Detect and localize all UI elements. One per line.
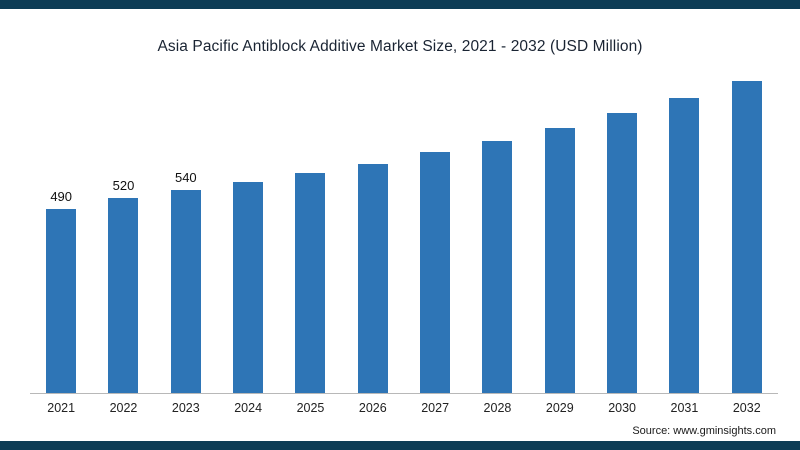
year-label: 2029 <box>545 401 574 415</box>
bar-column <box>529 70 591 393</box>
year-label: 2031 <box>670 401 699 415</box>
year-label: 2021 <box>47 401 76 415</box>
bar-column <box>716 70 778 393</box>
bar <box>420 152 451 393</box>
bottom-accent-strip <box>0 441 800 450</box>
bars-row: 490 520 540 <box>30 70 778 394</box>
bar-value-label: 520 <box>112 178 135 193</box>
bar <box>295 173 326 393</box>
bar <box>669 98 700 393</box>
bar-column <box>653 70 715 393</box>
bar-column: 520 <box>92 70 154 393</box>
bar-column: 490 <box>30 70 92 393</box>
year-label: 2028 <box>483 401 512 415</box>
year-label: 2024 <box>234 401 263 415</box>
top-accent-strip <box>0 0 800 9</box>
bar-value-label: 540 <box>174 170 197 185</box>
bar <box>544 128 575 393</box>
year-label: 2032 <box>732 401 761 415</box>
source-attribution: Source: www.gminsights.com <box>632 425 776 437</box>
bar <box>233 182 264 393</box>
bar <box>482 141 513 393</box>
year-label: 2022 <box>109 401 138 415</box>
plot-area: 490 520 540 2021 2022 2023 2024 2025 2026 2027 20… <box>30 70 778 415</box>
bar <box>731 81 762 393</box>
bar <box>46 209 77 393</box>
bar-column <box>466 70 528 393</box>
bar <box>607 113 638 393</box>
bar <box>108 198 139 393</box>
bar-column <box>342 70 404 393</box>
year-label: 2027 <box>421 401 450 415</box>
bar-column <box>404 70 466 393</box>
bar-column <box>279 70 341 393</box>
bar-value-label: 490 <box>50 189 73 204</box>
year-label: 2025 <box>296 401 325 415</box>
bar-column <box>217 70 279 393</box>
bar-column: 540 <box>155 70 217 393</box>
year-label: 2030 <box>608 401 637 415</box>
bar <box>357 164 388 393</box>
year-label: 2023 <box>171 401 200 415</box>
year-label: 2026 <box>358 401 387 415</box>
chart-title: Asia Pacific Antiblock Additive Market S… <box>157 38 643 55</box>
bar <box>170 190 201 393</box>
bar-column <box>591 70 653 393</box>
x-axis-labels: 2021 2022 2023 2024 2025 2026 2027 2028 2029 2030… <box>30 401 778 415</box>
